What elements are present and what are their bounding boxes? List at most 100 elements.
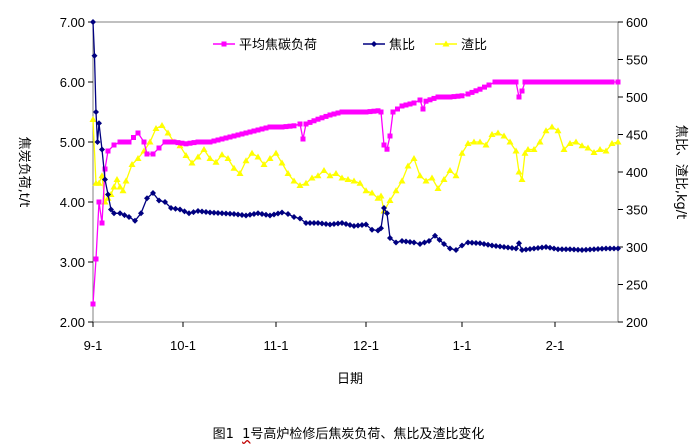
coke_load-point xyxy=(522,79,528,85)
slag_ratio-point xyxy=(158,122,166,128)
coke_load-point xyxy=(555,79,561,85)
coke_load-point xyxy=(351,109,357,115)
slag_ratio-point xyxy=(332,170,340,176)
coke_load-point xyxy=(469,89,475,95)
coke_ratio-point xyxy=(551,245,557,252)
coke_ratio-point xyxy=(285,211,291,217)
coke_load-point xyxy=(323,113,329,119)
coke_ratio-point xyxy=(359,222,365,228)
coke_ratio-point xyxy=(513,245,519,252)
coke_ratio-point xyxy=(327,221,333,228)
coke_load-point xyxy=(122,139,127,145)
series-coke_ratio xyxy=(90,19,621,253)
coke_ratio-point xyxy=(523,246,529,253)
slag_ratio-point xyxy=(512,147,520,154)
coke_load-point xyxy=(339,109,345,115)
coke_ratio-point xyxy=(227,210,233,217)
slag_ratio-point xyxy=(386,197,394,203)
slag_ratio-point xyxy=(296,182,304,188)
coke_load-point xyxy=(207,139,213,145)
coke_ratio-point xyxy=(102,176,108,183)
coke_ratio-point xyxy=(186,210,192,217)
coke_load-point xyxy=(403,102,409,108)
coke_load-point xyxy=(227,134,233,140)
coke_load-point xyxy=(367,109,373,115)
coke_ratio-point xyxy=(591,246,597,253)
slag_ratio-point xyxy=(242,157,250,164)
right-tick-label: 200 xyxy=(626,315,648,330)
coke_ratio-point xyxy=(144,195,150,202)
coke_ratio-point xyxy=(91,52,98,59)
slag_ratio-point xyxy=(398,177,406,184)
coke_load-point xyxy=(259,126,265,132)
coke_load-point xyxy=(605,79,610,85)
left-tick-label: 5.00 xyxy=(60,135,85,150)
coke_ratio-point xyxy=(195,208,201,214)
coke_load-point xyxy=(231,133,237,139)
slag_ratio-point xyxy=(515,168,523,175)
right-y-axis: 200 250 300 350 400 450 500 550 600 xyxy=(618,15,648,330)
coke_load-point xyxy=(283,124,289,130)
right-tick-label: 400 xyxy=(626,165,648,180)
coke_ratio-point xyxy=(251,211,257,217)
slag_ratio-point xyxy=(494,129,502,136)
coke_load-point xyxy=(275,124,281,130)
coke_load-point xyxy=(105,148,111,154)
coke_load-point xyxy=(527,79,533,85)
coke_load-point xyxy=(395,106,400,112)
left-tick-label: 6.00 xyxy=(60,75,85,90)
coke_ratio-point xyxy=(378,225,384,232)
slag_ratio-point xyxy=(566,140,574,146)
coke_ratio-point xyxy=(387,235,393,241)
coke_load-point xyxy=(596,79,601,85)
coke_load-point xyxy=(343,109,349,115)
coke_load-point xyxy=(477,86,483,92)
coke_load-point xyxy=(183,141,189,147)
slag_ratio-point xyxy=(290,177,298,184)
caption-number: 1 xyxy=(242,427,251,442)
coke_load-point xyxy=(199,139,205,145)
slag_ratio-point xyxy=(446,167,454,173)
coke_ratio-point xyxy=(485,241,491,248)
coke_load-point xyxy=(215,137,221,143)
coke_ratio-point xyxy=(587,246,593,253)
coke_load-point xyxy=(537,79,543,85)
coke_ratio-point xyxy=(311,220,317,226)
coke_load-point xyxy=(423,98,429,104)
coke_ratio-point xyxy=(432,232,438,239)
coke_ratio-point xyxy=(117,210,123,217)
coke_ratio-point xyxy=(108,206,114,213)
legend-item-coke_load: 平均焦碳负荷 xyxy=(213,38,317,53)
slag_ratio-point xyxy=(596,146,604,152)
coke_load-point xyxy=(371,108,377,114)
legend-coke_load-point xyxy=(221,41,227,47)
slag_ratio-point xyxy=(350,177,358,184)
coke_ratio-point xyxy=(243,212,249,219)
coke_ratio-point xyxy=(497,243,503,250)
coke_load-point xyxy=(573,79,579,85)
coke_ratio-point xyxy=(527,246,533,252)
coke_ratio-point xyxy=(403,238,409,245)
coke_load-point xyxy=(509,79,515,85)
coke_ratio-point xyxy=(223,210,229,217)
coke_ratio-point xyxy=(595,246,601,252)
coke_load-point xyxy=(609,79,615,85)
coke_load-point xyxy=(451,94,457,100)
coke_load-point xyxy=(331,111,337,117)
slag_ratio-point xyxy=(578,142,586,149)
slag_ratio-point xyxy=(614,138,622,145)
slag_ratio-point xyxy=(188,159,196,166)
legend-label: 焦比 xyxy=(389,38,415,53)
coke_load-point xyxy=(407,101,413,107)
coke_load-point xyxy=(459,93,465,99)
coke_load-point xyxy=(102,166,108,172)
coke_load-point xyxy=(144,151,150,157)
coke_load-point xyxy=(307,119,313,125)
coke_ratio-point xyxy=(611,245,617,252)
slag_ratio-point xyxy=(488,131,496,137)
coke_ratio-point xyxy=(279,209,285,216)
coke_ratio-point xyxy=(465,239,471,246)
coke_load-point xyxy=(501,79,507,85)
slag_ratio-point xyxy=(572,138,580,145)
coke_ratio-point xyxy=(190,209,197,216)
